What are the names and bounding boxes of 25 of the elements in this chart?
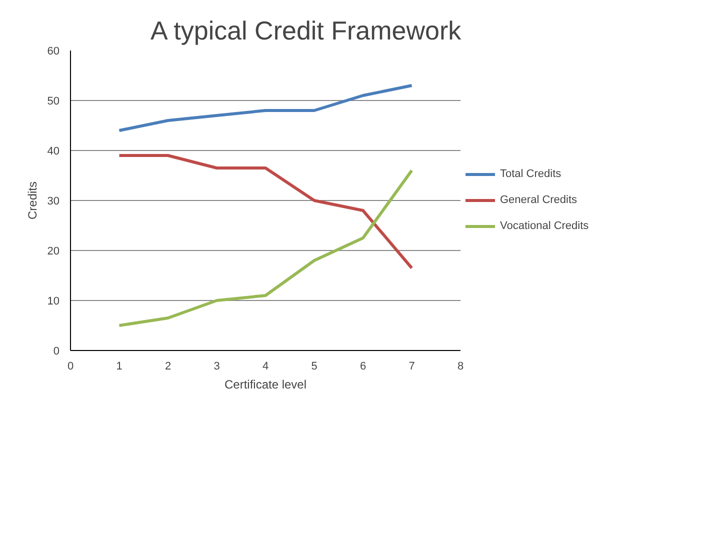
x-tick-label: 7 xyxy=(408,360,415,372)
x-tick-label: 0 xyxy=(67,360,74,372)
x-tick-label: 2 xyxy=(164,360,172,372)
line-series xyxy=(118,154,414,270)
y-tick-label: 20 xyxy=(47,246,60,258)
legend-label: Total Credits xyxy=(500,168,562,180)
x-tick-label: 8 xyxy=(457,360,464,372)
y-tick-label: 60 xyxy=(47,46,60,58)
line-series xyxy=(118,84,414,132)
x-tick-label: 1 xyxy=(116,360,122,372)
x-tick-label: 5 xyxy=(311,360,318,372)
line-series xyxy=(118,169,414,327)
y-tick-label: 40 xyxy=(47,146,60,158)
chart-title: A typical Credit Framework xyxy=(150,16,462,46)
legend-label: General Credits xyxy=(500,194,578,206)
x-tick-label: 6 xyxy=(360,360,366,372)
x-tick-label: 3 xyxy=(214,360,220,372)
x-axis-title: Certificate level xyxy=(224,378,307,392)
y-axis-title: Credits xyxy=(25,181,40,220)
y-tick-label: 10 xyxy=(47,296,60,308)
y-tick-label: 0 xyxy=(53,346,60,358)
y-tick-label: 50 xyxy=(47,96,60,108)
legend-label: Vocational Credits xyxy=(500,220,590,232)
x-tick-label: 4 xyxy=(262,360,269,372)
y-tick-label: 30 xyxy=(47,196,60,208)
